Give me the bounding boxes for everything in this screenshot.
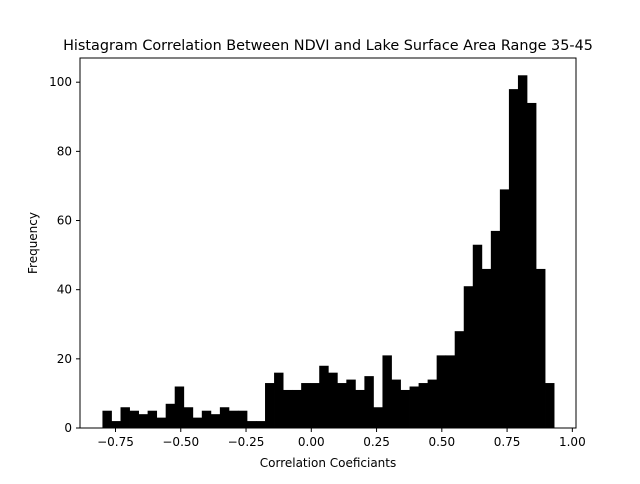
histogram-bar — [120, 407, 130, 428]
histogram-bar — [174, 386, 185, 428]
x-tick-label: 0.00 — [298, 435, 325, 449]
histogram-bar — [201, 410, 212, 428]
histogram-bar — [526, 102, 537, 428]
histogram-bar — [319, 365, 329, 428]
histogram-bar — [138, 414, 149, 428]
histogram-bar — [490, 230, 501, 428]
histogram-bar — [364, 376, 374, 428]
histogram-bar — [418, 383, 429, 428]
y-axis-ticks: 0 20 40 60 80 100 — [49, 75, 80, 435]
y-tick-label: 100 — [49, 75, 72, 89]
x-tick-label: −0.25 — [228, 435, 265, 449]
histogram-bar — [111, 421, 121, 428]
y-axis-label: Frequency — [26, 212, 40, 274]
histogram-bar — [219, 407, 230, 428]
histogram-bar — [545, 383, 555, 428]
histogram-bar — [382, 355, 392, 428]
histogram-bar — [283, 389, 293, 428]
histogram-bar — [228, 410, 239, 428]
histogram-bar — [183, 407, 194, 428]
histogram-bar — [373, 407, 383, 428]
histogram-bar — [454, 331, 465, 428]
histogram-bar — [156, 417, 167, 428]
histogram-bar — [391, 379, 401, 428]
histogram-bar — [409, 386, 419, 428]
histogram-bar — [472, 244, 483, 428]
histogram-bar — [400, 389, 410, 428]
histogram-bar — [337, 383, 347, 428]
histogram-bar — [274, 372, 284, 428]
y-tick-label: 40 — [57, 283, 72, 297]
x-axis-ticks: −0.75 −0.50 −0.25 0.00 0.25 0.50 0.75 1.00 — [97, 428, 586, 449]
histogram-bar — [246, 421, 257, 428]
histogram-bar — [517, 75, 528, 428]
y-tick-label: 60 — [57, 214, 72, 228]
histogram-bar — [481, 268, 492, 428]
bars-group — [102, 75, 555, 429]
x-tick-label: 0.25 — [363, 435, 390, 449]
y-tick-label: 20 — [57, 352, 72, 366]
x-tick-label: 1.00 — [559, 435, 586, 449]
y-tick-label: 0 — [64, 421, 72, 435]
histogram-bar — [102, 410, 112, 428]
x-tick-label: −0.50 — [162, 435, 199, 449]
histogram-bar — [292, 389, 302, 428]
x-tick-label: 0.75 — [494, 435, 521, 449]
histogram-bar — [355, 389, 365, 428]
plot-area-frame — [79, 57, 577, 429]
histogram-bar — [536, 268, 546, 428]
histogram-bar — [427, 379, 438, 428]
histogram-bar — [210, 414, 221, 428]
histogram-bar — [129, 410, 139, 428]
x-axis-label: Correlation Coeficiants — [260, 456, 397, 470]
histogram-bar — [499, 189, 510, 428]
y-tick-label: 80 — [57, 144, 72, 158]
x-tick-label: 0.50 — [428, 435, 455, 449]
histogram-bar — [265, 383, 275, 428]
histogram-bar — [346, 379, 356, 428]
histogram-bar — [445, 355, 456, 428]
histogram-bar — [310, 383, 320, 428]
histogram-bar — [256, 421, 266, 428]
histogram-bar — [328, 372, 338, 428]
histogram-bar — [436, 355, 447, 428]
histogram-bar — [301, 383, 311, 428]
histogram-bar — [147, 410, 158, 428]
histogram-bar — [237, 410, 248, 428]
histogram-bar — [192, 417, 203, 428]
histogram-bar — [165, 403, 176, 428]
x-tick-label: −0.75 — [97, 435, 134, 449]
chart-title: Histagram Correlation Between NDVI and L… — [63, 38, 593, 54]
histogram-bar — [463, 286, 474, 428]
histogram-bar — [508, 89, 519, 429]
